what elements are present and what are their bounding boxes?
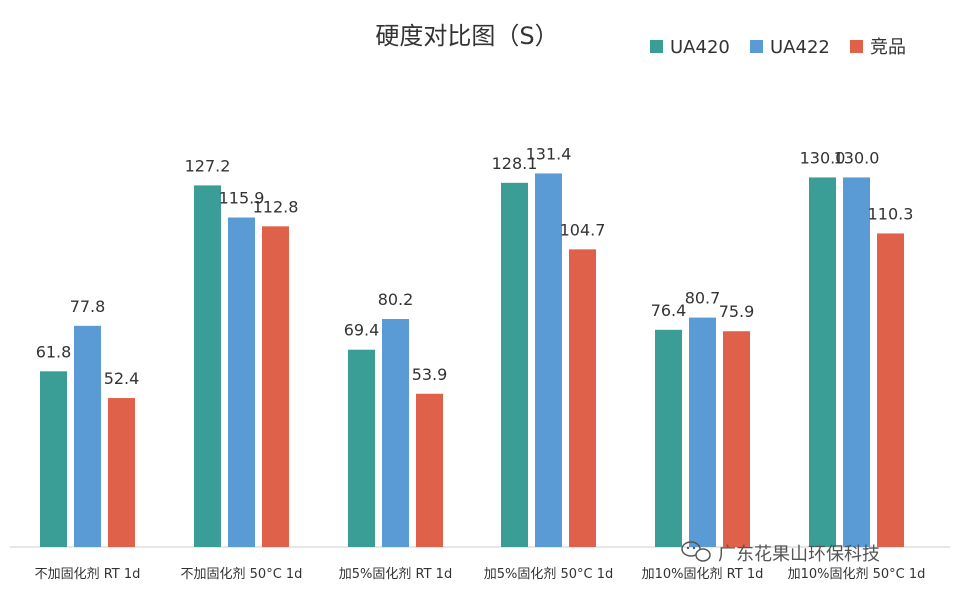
- x-tick-label: 加10%固化剂 RT 1d: [642, 567, 764, 582]
- legend-label: 竞品: [870, 37, 906, 58]
- bar-ua422: [74, 325, 101, 547]
- data-label: 53.9: [412, 365, 448, 384]
- x-tick-label: 加10%固化剂 50°C 1d: [788, 567, 926, 582]
- x-tick-label: 加5%固化剂 50°C 1d: [484, 567, 614, 582]
- bars-layer: [40, 173, 904, 548]
- bar-ua422: [843, 177, 870, 547]
- bar-competitor: [569, 249, 596, 548]
- x-tick-label: 不加固化剂 50°C 1d: [181, 567, 303, 582]
- data-label: 75.9: [719, 302, 755, 321]
- legend-item-competitor[interactable]: 竞品: [850, 37, 906, 58]
- x-tick-labels: 不加固化剂 RT 1d 不加固化剂 50°C 1d 加5%固化剂 RT 1d 加5%固…: [35, 567, 926, 582]
- legend-swatch: [750, 40, 763, 53]
- chart-title: 硬度对比图（S）: [375, 22, 558, 50]
- legend: UA420 UA422 竞品: [650, 37, 906, 58]
- legend-swatch: [650, 40, 663, 53]
- bar-ua420: [40, 371, 67, 547]
- bar-ua422: [535, 173, 562, 547]
- bar-competitor: [416, 393, 443, 547]
- legend-item-ua420[interactable]: UA420: [650, 37, 730, 58]
- legend-swatch: [850, 40, 863, 53]
- legend-label: UA422: [770, 37, 830, 58]
- bar-competitor: [108, 398, 135, 547]
- bar-competitor: [262, 226, 289, 547]
- data-label: 76.4: [651, 301, 687, 320]
- data-label: 80.7: [685, 289, 721, 308]
- data-label: 128.1: [492, 154, 538, 173]
- bar-ua420: [348, 349, 375, 547]
- data-label: 115.9: [219, 189, 265, 208]
- bar-ua420: [501, 182, 528, 547]
- data-label: 80.2: [378, 290, 414, 309]
- legend-label: UA420: [670, 37, 730, 58]
- data-label: 127.2: [185, 156, 231, 175]
- bar-competitor: [723, 331, 750, 547]
- data-label: 61.8: [36, 342, 72, 361]
- bar-ua422: [689, 317, 716, 547]
- x-tick-label: 加5%固化剂 RT 1d: [339, 567, 452, 582]
- bar-ua420: [655, 329, 682, 547]
- data-label: 130.0: [800, 148, 846, 167]
- bar-ua422: [382, 319, 409, 547]
- x-tick-label: 不加固化剂 RT 1d: [35, 567, 141, 582]
- data-label: 131.4: [526, 144, 572, 163]
- data-label: 104.7: [560, 220, 606, 239]
- bar-ua420: [809, 177, 836, 547]
- bar-competitor: [877, 233, 904, 547]
- bar-ua422: [228, 217, 255, 547]
- data-label: 112.8: [253, 197, 299, 216]
- wechat-icon: [681, 541, 711, 562]
- data-label: 52.4: [104, 369, 140, 388]
- legend-item-ua422[interactable]: UA422: [750, 37, 830, 58]
- data-label: 130.0: [834, 148, 880, 167]
- watermark-text: 广东花果山环保科技: [718, 544, 880, 565]
- data-label: 69.4: [344, 321, 380, 340]
- watermark: 广东花果山环保科技: [681, 541, 880, 565]
- data-label: 77.8: [70, 297, 106, 316]
- data-label: 110.3: [868, 204, 914, 223]
- bar-ua420: [194, 185, 221, 548]
